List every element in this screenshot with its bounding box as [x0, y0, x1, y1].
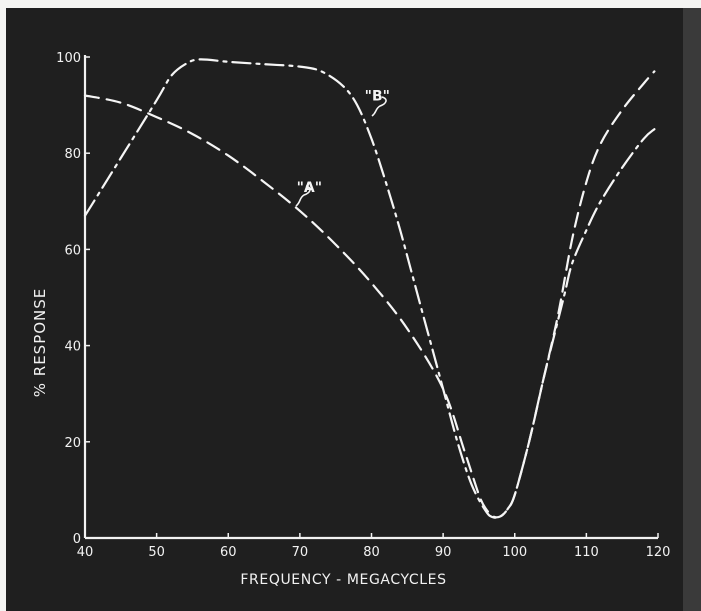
photo-edge-shadow	[683, 8, 701, 611]
annotation-label-b: "B"	[365, 88, 390, 104]
x-axis-title: FREQUENCY - MEGACYCLES	[240, 572, 446, 588]
chart-ticks: 40 50 60 70 80 90 100 110 120 0 20 40 60 80 100	[56, 51, 670, 560]
y-axis-title: % RESPONSE	[31, 288, 49, 398]
y-tick-label: 0	[73, 532, 81, 547]
x-tick-label: 90	[435, 545, 452, 560]
chart-series	[83, 58, 656, 519]
x-tick-label: 120	[646, 545, 671, 560]
y-tick-label: 80	[64, 147, 81, 162]
annotation-leader-a	[295, 185, 311, 207]
x-tick-label: 70	[292, 545, 309, 560]
y-tick-label: 40	[64, 340, 81, 355]
y-tick-label: 60	[64, 243, 81, 258]
annotation-leader-b	[371, 96, 387, 117]
x-tick-label: 40	[77, 545, 94, 560]
y-tick-label: 100	[56, 51, 81, 66]
x-tick-label: 80	[363, 545, 380, 560]
y-tick-label: 20	[64, 436, 81, 451]
x-tick-label: 50	[148, 545, 165, 560]
x-tick-label: 110	[574, 545, 599, 560]
series-line-b	[83, 58, 656, 519]
x-tick-label: 100	[502, 545, 527, 560]
x-tick-label: 60	[220, 545, 237, 560]
chart-axes	[83, 55, 658, 540]
chart-annotations: "A""B"	[295, 88, 390, 207]
chart-photo-background	[6, 8, 701, 611]
series-line-a	[83, 70, 656, 519]
